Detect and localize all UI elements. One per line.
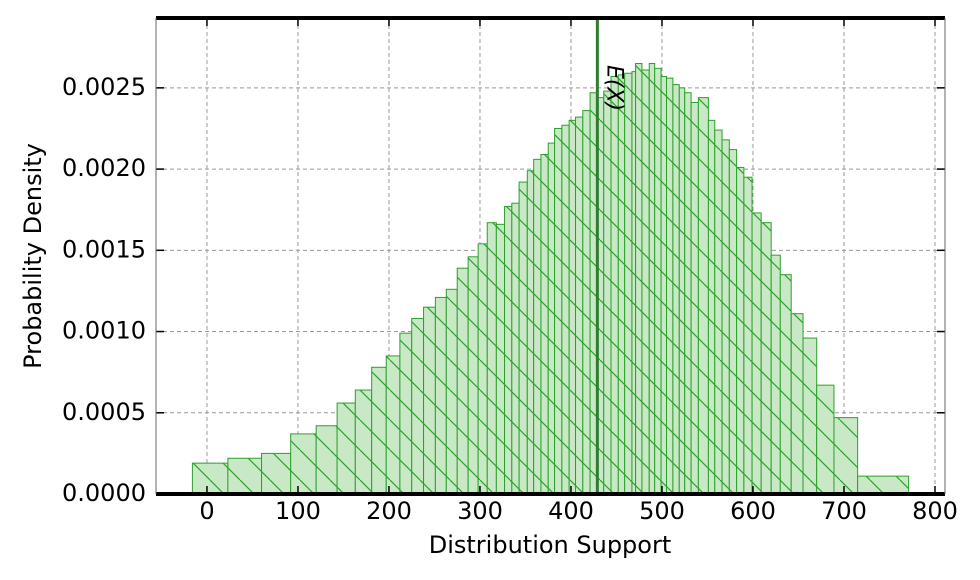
bar-hatch xyxy=(684,92,692,495)
bar-hatch xyxy=(561,124,570,495)
bars xyxy=(191,62,910,495)
y-tick-label: 0.0025 xyxy=(62,73,146,101)
bar-hatch xyxy=(678,87,686,495)
bar-hatch xyxy=(554,127,563,495)
bar-hatch xyxy=(411,318,425,495)
y-tick-label: 0.0005 xyxy=(62,398,146,426)
x-tick-label: 200 xyxy=(366,497,412,525)
y-axis-label: Probability Density xyxy=(19,143,47,369)
bar-hatch xyxy=(495,223,506,495)
bar-hatch xyxy=(660,75,668,495)
bar-hatch xyxy=(434,296,447,495)
mean-label: E(X) xyxy=(601,65,626,111)
x-tick-label: 0 xyxy=(199,497,214,525)
bar-hatch xyxy=(477,243,488,495)
bar-hatch xyxy=(315,425,338,495)
x-tick-label: 300 xyxy=(457,497,503,525)
bar-hatch xyxy=(654,67,662,495)
bar-hatch xyxy=(635,62,643,495)
y-tick-label: 0.0000 xyxy=(62,479,146,507)
bar-hatch xyxy=(641,69,650,495)
bar-hatch xyxy=(575,116,584,495)
bar-hatch xyxy=(603,90,612,495)
bar-hatch xyxy=(261,452,292,495)
bar-hatch xyxy=(486,222,497,495)
bar-hatch xyxy=(779,274,792,495)
bar-hatch xyxy=(728,149,738,495)
x-tick-label: 500 xyxy=(639,497,685,525)
bar-hatch xyxy=(336,402,356,495)
bar-hatch xyxy=(371,366,387,495)
bar-hatch xyxy=(290,433,317,495)
bar-hatch xyxy=(456,267,469,495)
bar-hatch xyxy=(191,462,229,495)
bar-hatch xyxy=(617,74,626,495)
bar-hatch xyxy=(227,457,263,495)
bar-hatch xyxy=(540,153,549,495)
bar-hatch xyxy=(736,166,745,495)
bar-hatch xyxy=(354,389,373,495)
bar-hatch xyxy=(743,176,753,495)
bar-hatch xyxy=(385,355,401,495)
bar-hatch xyxy=(582,110,591,495)
bar-hatch xyxy=(610,75,619,495)
bar-hatch xyxy=(857,475,910,495)
bar-hatch xyxy=(423,306,436,495)
y-tick-label: 0.0020 xyxy=(62,154,146,182)
x-axis-label: Distribution Support xyxy=(429,531,672,559)
bar-hatch xyxy=(760,222,772,495)
bar-hatch xyxy=(445,288,458,495)
bar-hatch xyxy=(770,254,781,495)
bar-hatch xyxy=(518,181,528,495)
bar-hatch xyxy=(547,142,556,495)
x-tick-label: 400 xyxy=(548,497,594,525)
bar-hatch xyxy=(526,170,535,495)
bar-hatch xyxy=(721,139,730,495)
bar-hatch xyxy=(707,119,716,495)
bar-hatch xyxy=(802,337,818,495)
bar-hatch xyxy=(568,119,577,495)
bar-hatch xyxy=(751,212,762,495)
bar-hatch xyxy=(533,158,542,495)
bar-hatch xyxy=(504,205,513,495)
x-tick-label: 600 xyxy=(730,497,776,525)
bar-hatch xyxy=(816,384,835,495)
bar-hatch xyxy=(399,332,413,495)
bar-hatch xyxy=(833,417,859,495)
overlay: E(X) xyxy=(155,16,946,496)
y-tick-label: 0.0015 xyxy=(62,235,146,263)
x-tick-label: 700 xyxy=(821,497,867,525)
bar-hatch xyxy=(672,84,680,495)
bar-hatch xyxy=(624,72,633,495)
x-tick-label: 800 xyxy=(912,497,958,525)
bar-hatch xyxy=(714,129,723,495)
x-tick-label: 100 xyxy=(275,497,321,525)
bar-hatch xyxy=(666,77,674,495)
bar-hatch xyxy=(690,101,699,495)
bar-hatch xyxy=(697,97,709,495)
bar-hatch xyxy=(467,256,479,495)
bar-hatch xyxy=(790,313,804,495)
bar-hatch xyxy=(631,71,637,495)
bar-hatch xyxy=(648,62,656,495)
y-tick-label: 0.0010 xyxy=(62,317,146,345)
bar-hatch xyxy=(511,202,520,495)
